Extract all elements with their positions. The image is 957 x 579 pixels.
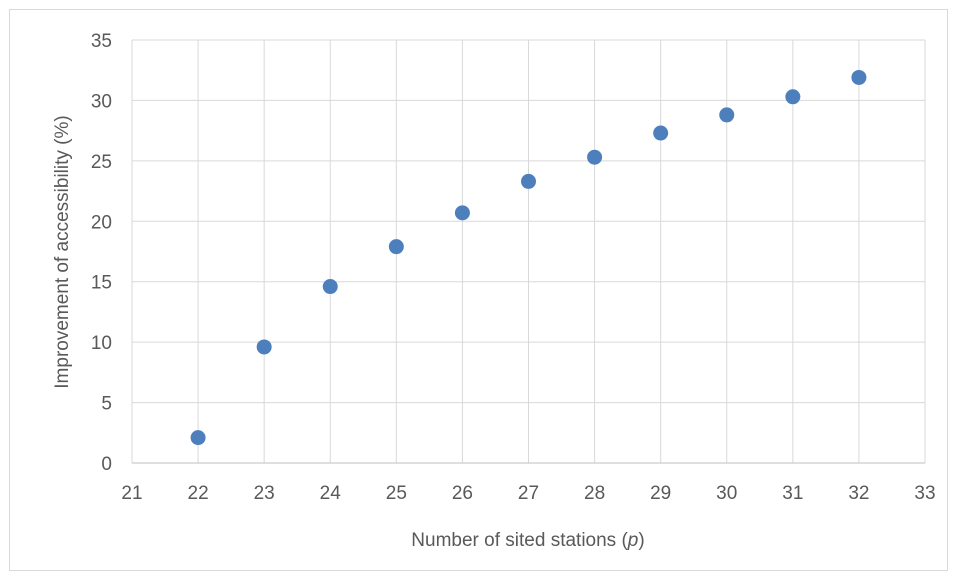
x-tick-label: 33 (914, 483, 935, 504)
y-tick-label: 5 (101, 394, 112, 415)
x-tick-label: 22 (188, 483, 209, 504)
x-tick-label: 29 (650, 483, 671, 504)
y-tick-label: 10 (91, 333, 112, 354)
x-axis-title-main: Number of sited stations ( (411, 530, 628, 551)
y-tick-label: 25 (91, 152, 112, 173)
x-axis-title-variable: p (627, 530, 639, 551)
x-tick-label: 24 (320, 483, 342, 504)
data-point (454, 205, 470, 221)
data-point (653, 125, 669, 141)
data-point (521, 173, 536, 189)
x-tick-label: 25 (386, 483, 407, 504)
data-point (719, 107, 735, 123)
data-point (785, 89, 801, 105)
x-tick-label: 31 (782, 483, 803, 504)
y-tick-label: 20 (91, 212, 112, 233)
x-axis-ticks: 21 22 23 24 25 26 27 28 29 30 31 32 33 (121, 483, 935, 504)
vertical-gridlines (131, 40, 926, 463)
x-axis-title: Number of sited stations (p) (411, 530, 644, 551)
data-point (190, 430, 206, 446)
data-point (256, 339, 272, 355)
x-tick-label: 27 (518, 483, 539, 504)
data-point (587, 149, 603, 165)
x-tick-label: 23 (254, 483, 275, 504)
y-axis-title: Improvement of accessibility (%) (52, 115, 73, 388)
x-tick-label: 21 (121, 483, 142, 504)
x-tick-label: 26 (452, 483, 473, 504)
data-point (322, 279, 338, 295)
y-tick-label: 15 (91, 273, 112, 294)
x-axis-title-close: ) (638, 530, 644, 551)
y-tick-label: 30 (91, 91, 112, 112)
x-tick-label: 30 (716, 483, 737, 504)
data-points (190, 69, 867, 446)
x-tick-label: 28 (584, 483, 605, 504)
x-tick-label: 32 (848, 483, 869, 504)
y-axis-ticks: 0 5 10 15 20 25 30 35 (91, 31, 112, 475)
y-tick-label: 0 (101, 454, 112, 475)
data-point (388, 239, 404, 255)
data-point (851, 69, 867, 85)
y-tick-label: 35 (91, 31, 112, 52)
